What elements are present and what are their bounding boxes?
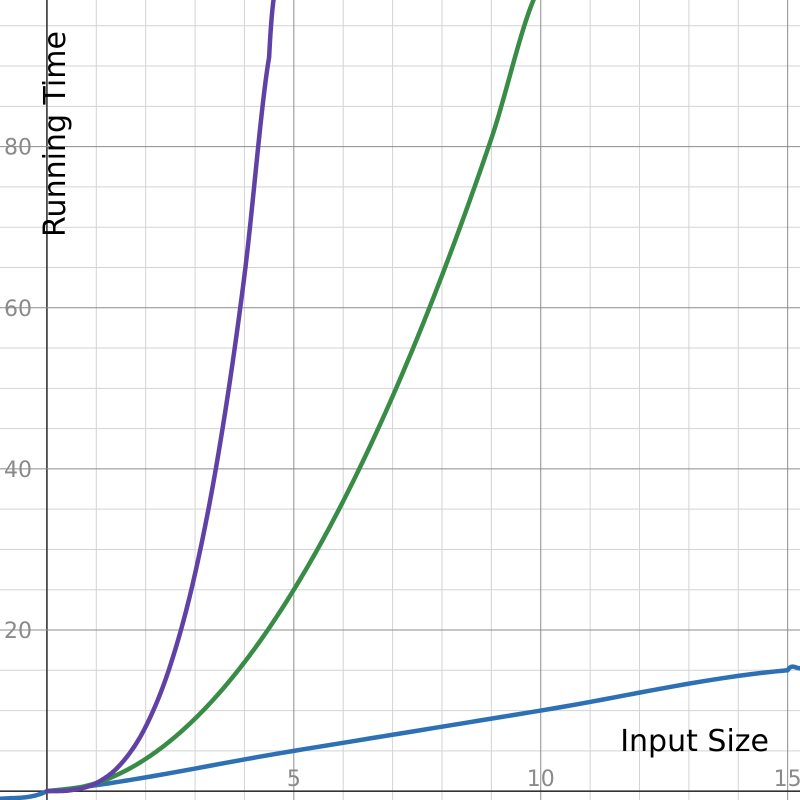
x-tick-label: 5 bbox=[287, 767, 301, 792]
series-line-2 bbox=[44, 0, 536, 794]
y-tick-label: 60 bbox=[4, 297, 32, 322]
y-tick-label: 80 bbox=[4, 136, 32, 161]
x-tick-label: 15 bbox=[774, 767, 800, 792]
y-tick-label: 40 bbox=[4, 458, 32, 483]
x-axis-label: Input Size bbox=[620, 724, 769, 759]
series-line-3 bbox=[44, 0, 276, 794]
y-tick-label: 20 bbox=[4, 619, 32, 644]
series-line-1 bbox=[0, 664, 800, 800]
x-tick-label: 10 bbox=[527, 767, 555, 792]
tick-labels: 5 10 15 20 40 60 80 bbox=[4, 136, 800, 792]
y-axis-label: Running Time bbox=[38, 31, 73, 237]
